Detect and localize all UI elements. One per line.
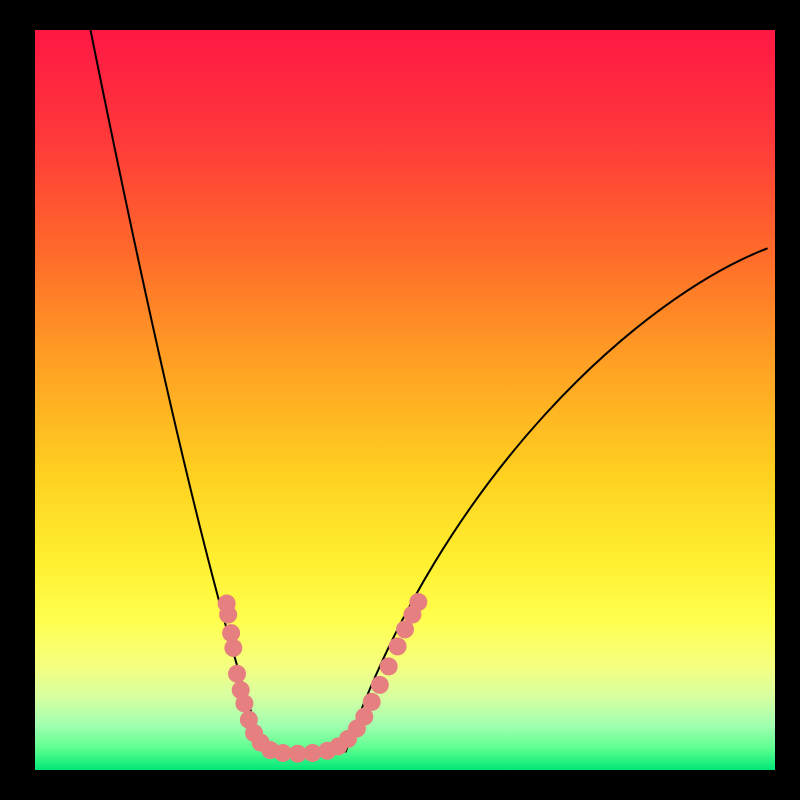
data-marker	[235, 694, 253, 712]
watermark: TheBottleneck.com	[585, 2, 782, 30]
plot-area	[35, 30, 775, 770]
data-marker	[219, 606, 237, 624]
gradient-background	[35, 30, 775, 770]
data-marker	[380, 657, 398, 675]
chart-svg	[0, 0, 800, 800]
data-marker	[371, 676, 389, 694]
data-marker	[389, 637, 407, 655]
data-marker	[363, 693, 381, 711]
data-marker	[409, 593, 427, 611]
data-marker	[228, 665, 246, 683]
chart-container: TheBottleneck.com	[0, 0, 800, 800]
data-marker	[224, 639, 242, 657]
